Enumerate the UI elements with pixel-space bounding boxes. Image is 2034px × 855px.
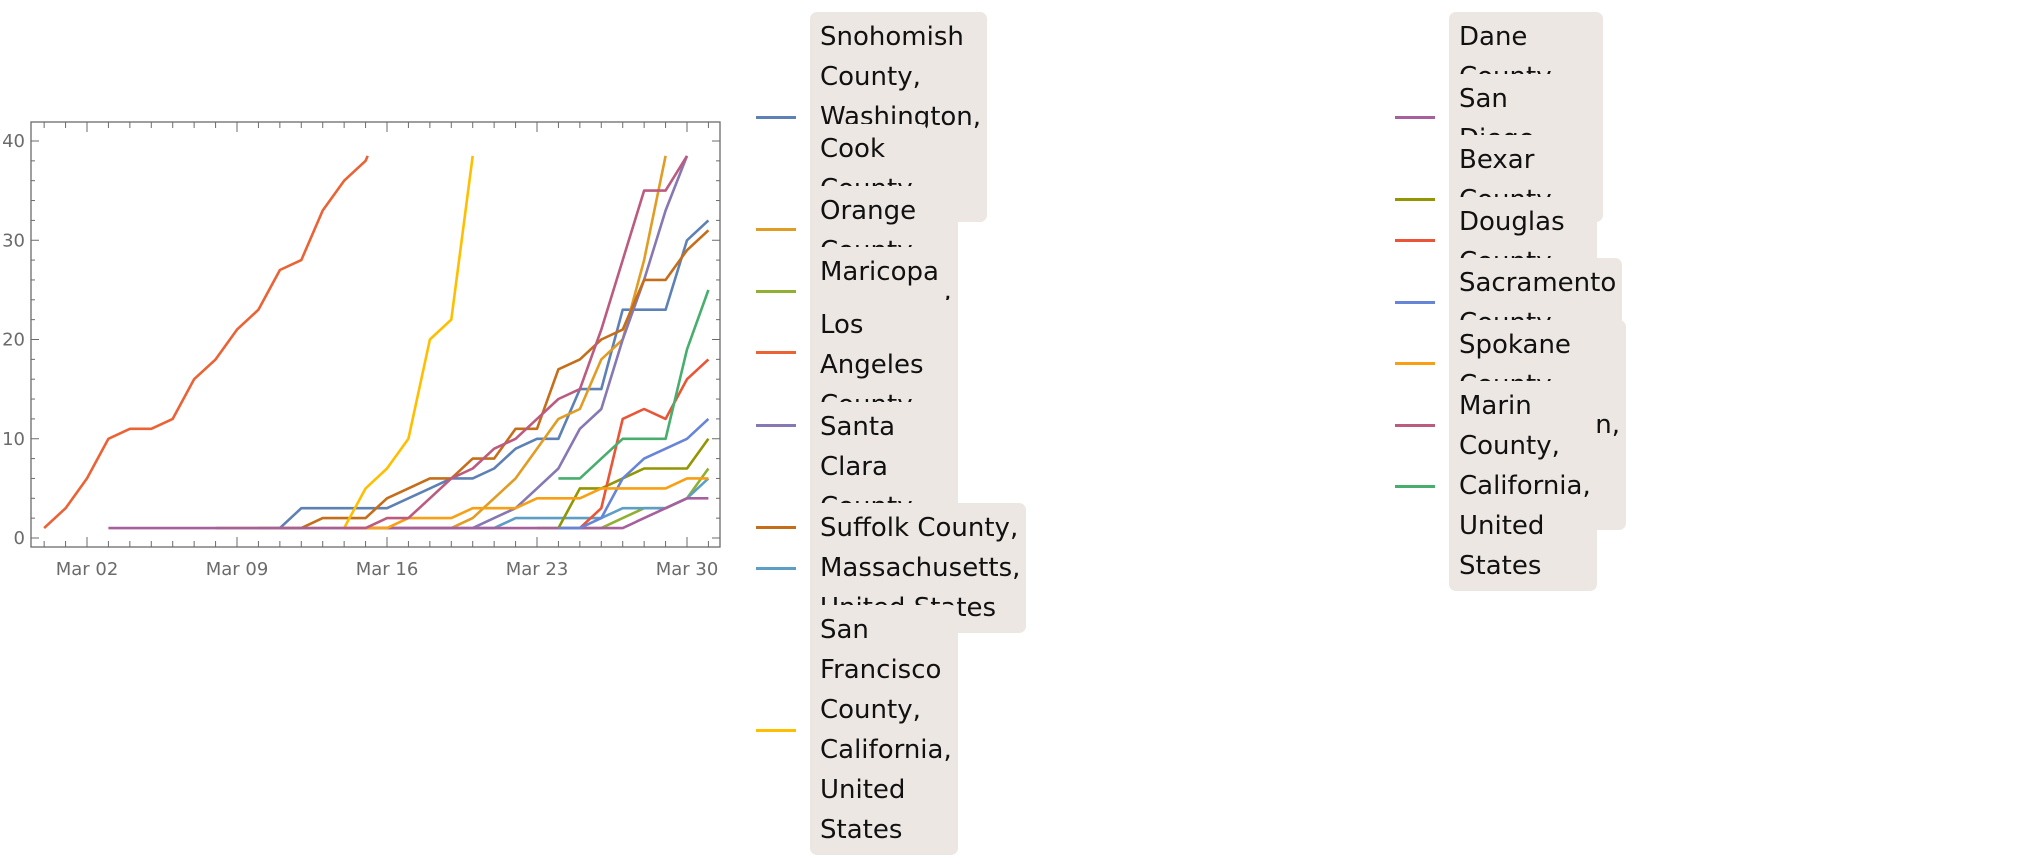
- x-tick-label: Mar 16: [356, 559, 419, 580]
- legend-line-swatch-icon: [756, 728, 796, 732]
- series-line-14: [558, 289, 710, 480]
- legend-item: Marin County, California, United States: [1395, 381, 1597, 591]
- series-line-3: [43, 155, 369, 530]
- x-tick-label: Mar 23: [506, 559, 569, 580]
- x-tick-label: Mar 02: [56, 559, 119, 580]
- series-line-0: [258, 219, 710, 530]
- x-tick-label: Mar 30: [656, 559, 719, 580]
- legend-line-swatch-icon: [756, 227, 796, 231]
- series-line-8: [108, 496, 709, 530]
- legend-line-swatch-icon: [756, 350, 796, 354]
- series-line-7: [342, 155, 474, 529]
- legend-line-swatch-icon: [1395, 361, 1435, 365]
- plot-frame: [30, 121, 721, 548]
- series-line-11: [558, 417, 710, 530]
- legend-line-swatch-icon: [1395, 115, 1435, 119]
- legend-line-swatch-icon: [756, 566, 796, 570]
- axis-tick-labels: Mar 02 Mar 09 Mar 16 Mar 23 Mar 30 0 10 20 30 40: [2, 131, 718, 580]
- plot-border: [30, 121, 721, 548]
- series-line-5: [279, 229, 710, 530]
- series-line-12: [365, 477, 709, 530]
- line-chart: Mar 02 Mar 09 Mar 16 Mar 23 Mar 30 0 10 20 30 40: [2, 121, 721, 580]
- legend-line-swatch-icon: [1395, 484, 1435, 488]
- legend-line-swatch-icon: [756, 115, 796, 119]
- legend-label: Marin County, California, United States: [1449, 381, 1597, 591]
- series-layer: [43, 155, 710, 530]
- legend-item: San Francisco County, California, United…: [756, 605, 958, 855]
- legend-line-swatch-icon: [1395, 423, 1435, 427]
- legend-line-swatch-icon: [756, 525, 796, 529]
- legend-line-swatch-icon: [1395, 238, 1435, 242]
- series-line-10: [579, 358, 710, 530]
- y-tick-label: 30: [2, 230, 25, 251]
- legend-label: San Francisco County, California, United…: [810, 605, 958, 855]
- legend-line-swatch-icon: [756, 289, 796, 293]
- y-tick-label: 0: [14, 528, 25, 549]
- series-line-9: [557, 438, 710, 529]
- x-tick-label: Mar 09: [206, 559, 269, 580]
- legend-line-swatch-icon: [756, 423, 796, 427]
- y-tick-label: 20: [2, 330, 25, 351]
- y-tick-label: 40: [2, 131, 25, 152]
- y-tick-label: 10: [2, 429, 25, 450]
- series-line-13: [344, 155, 689, 530]
- legend-line-swatch-icon: [1395, 197, 1435, 201]
- legend-line-swatch-icon: [1395, 300, 1435, 304]
